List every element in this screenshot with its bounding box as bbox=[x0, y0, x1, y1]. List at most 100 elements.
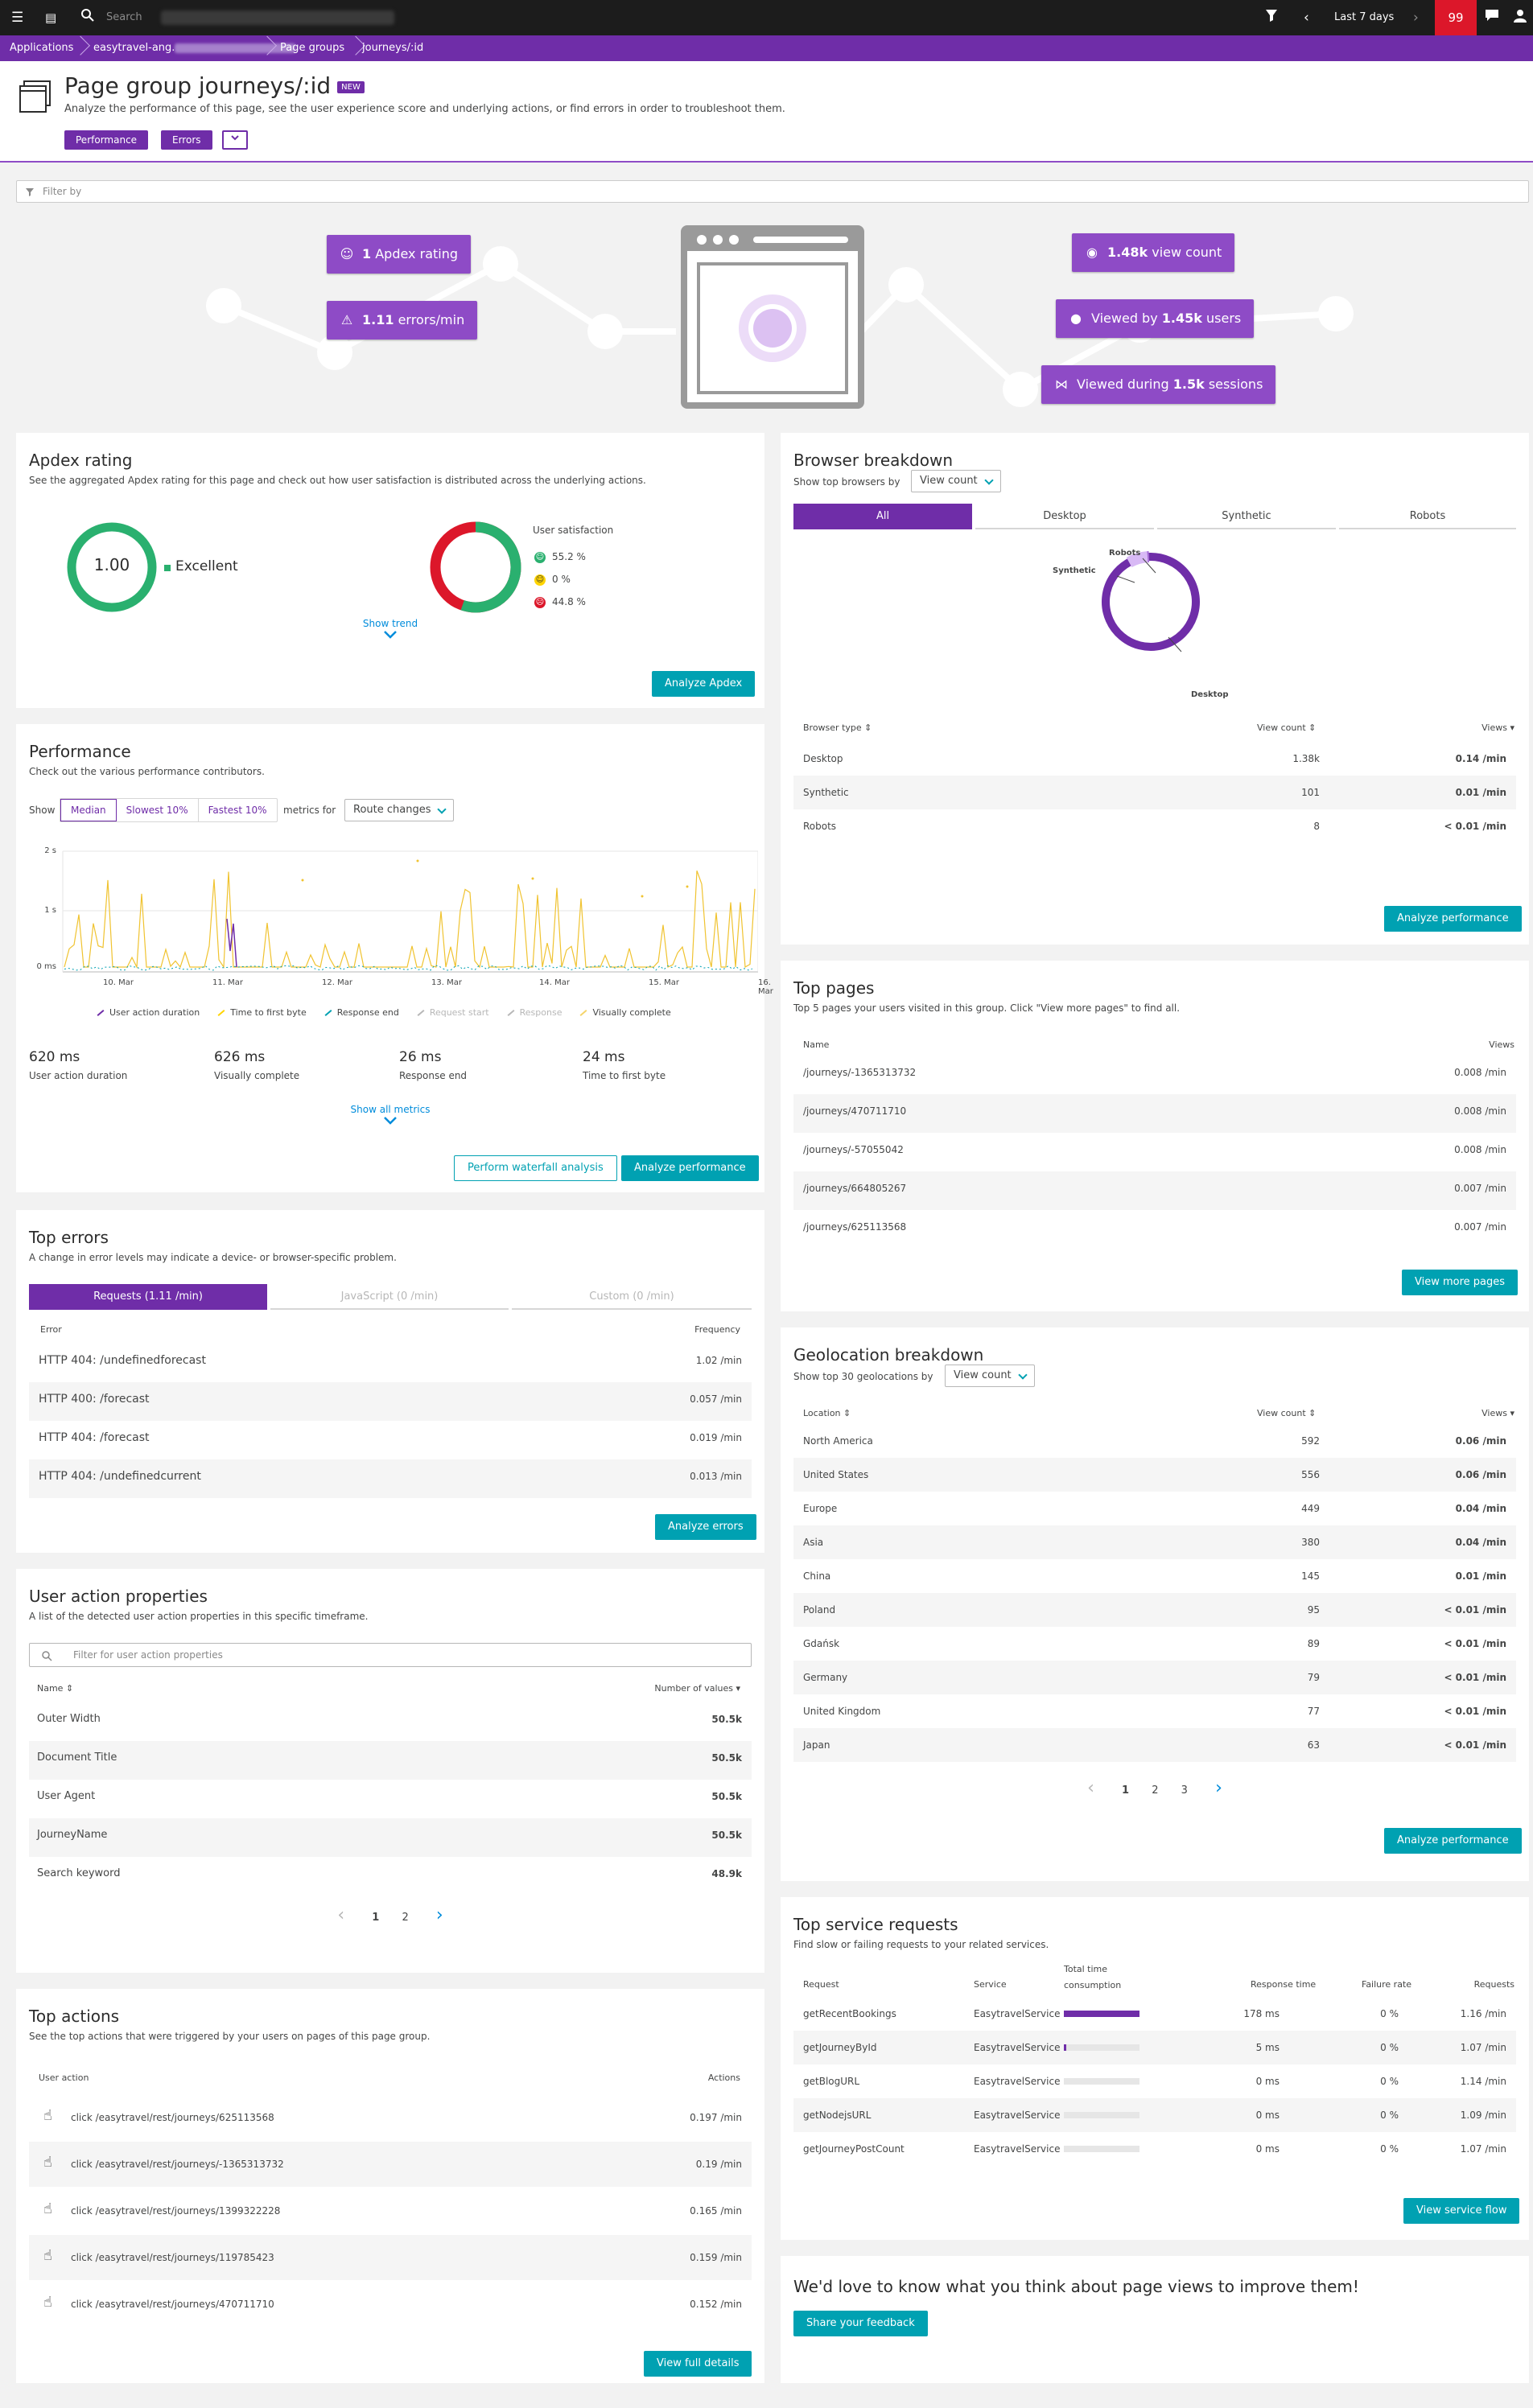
column-header-browser-type[interactable]: Browser type ⇕ bbox=[803, 722, 872, 733]
geo-metric-dropdown[interactable]: View count bbox=[945, 1365, 1035, 1387]
page-2[interactable]: 2 bbox=[402, 1912, 409, 1924]
show-all-metrics-link[interactable]: Show all metrics bbox=[16, 1104, 764, 1129]
timeframe-selector[interactable]: Last 7 days bbox=[1334, 11, 1395, 23]
analyze-geo-performance-button[interactable]: Analyze performance bbox=[1384, 1828, 1522, 1854]
view-full-details-button[interactable]: View full details bbox=[644, 2351, 752, 2377]
action-type-dropdown[interactable]: Route changes bbox=[344, 799, 455, 821]
legend-item[interactable]: User action duration bbox=[97, 1007, 200, 1018]
service-link[interactable]: EasytravelService bbox=[974, 2076, 1061, 2087]
request-link[interactable]: getJourneyPostCount bbox=[803, 2143, 905, 2155]
column-header-location[interactable]: Location ⇕ bbox=[803, 1408, 851, 1418]
tab-requests[interactable]: Requests (1.11 /min) bbox=[29, 1284, 267, 1310]
user-icon[interactable] bbox=[1513, 8, 1527, 28]
page-link[interactable]: /journeys/664805267 bbox=[803, 1183, 907, 1194]
page-link[interactable]: /journeys/-1365313732 bbox=[803, 1067, 917, 1078]
pagination-prev-icon[interactable]: ‹ bbox=[337, 1905, 345, 1925]
column-header-views[interactable]: Views ▾ bbox=[1481, 1408, 1514, 1418]
browser-breakdown-card: Browser breakdown Show top browsers by V… bbox=[781, 433, 1529, 945]
filter-bar[interactable]: Filter by bbox=[16, 180, 1529, 203]
column-header-view-count[interactable]: View count ⇕ bbox=[1257, 722, 1317, 733]
browser-metric-dropdown[interactable]: View count bbox=[911, 470, 1001, 492]
request-link[interactable]: getNodejsURL bbox=[803, 2110, 872, 2121]
chevron-right-icon[interactable]: › bbox=[1413, 10, 1419, 26]
segment-fastest[interactable]: Fastest 10% bbox=[208, 805, 267, 816]
page-1[interactable]: 1 bbox=[372, 1912, 380, 1924]
dashboard-icon[interactable]: ▤ bbox=[45, 10, 57, 25]
request-link[interactable]: getBlogURL bbox=[803, 2076, 860, 2087]
analyze-apdex-button[interactable]: Analyze Apdex bbox=[652, 671, 756, 697]
legend-item[interactable]: Response bbox=[507, 1007, 562, 1018]
tab-javascript[interactable]: JavaScript (0 /min) bbox=[270, 1284, 509, 1310]
share-feedback-button[interactable]: Share your feedback bbox=[793, 2311, 928, 2336]
user-action-link[interactable]: click /easytravel/rest/journeys/13993222… bbox=[71, 2205, 281, 2217]
user-action-link[interactable]: click /easytravel/rest/journeys/62511356… bbox=[71, 2112, 274, 2123]
request-link[interactable]: getRecentBookings bbox=[803, 2008, 896, 2019]
service-link[interactable]: EasytravelService bbox=[974, 2110, 1061, 2121]
service-link[interactable]: EasytravelService bbox=[974, 2042, 1061, 2053]
tag-errors[interactable]: Errors bbox=[161, 130, 212, 150]
waterfall-analysis-button[interactable]: Perform waterfall analysis bbox=[454, 1155, 617, 1181]
breadcrumb-applications[interactable]: Applications bbox=[10, 42, 74, 54]
legend-item[interactable]: Request start bbox=[417, 1007, 489, 1018]
show-trend-link[interactable]: Show trend bbox=[16, 618, 764, 643]
segment-slowest[interactable]: Slowest 10% bbox=[117, 799, 199, 821]
tab-all[interactable]: All bbox=[793, 504, 972, 529]
service-requests-desc: Find slow or failing requests to your re… bbox=[793, 1939, 1049, 1950]
pagination-next-icon[interactable]: › bbox=[435, 1905, 443, 1925]
service-link[interactable]: EasytravelService bbox=[974, 2008, 1061, 2019]
view-service-flow-button[interactable]: View service flow bbox=[1403, 2198, 1520, 2224]
chevron-left-icon[interactable]: ‹ bbox=[1304, 10, 1309, 26]
view-more-pages-button[interactable]: View more pages bbox=[1402, 1270, 1519, 1295]
page-1[interactable]: 1 bbox=[1122, 1784, 1130, 1797]
property-name-link[interactable]: Outer Width bbox=[37, 1713, 101, 1725]
error-link[interactable]: HTTP 404: /forecast bbox=[39, 1431, 150, 1444]
request-link[interactable]: getJourneyById bbox=[803, 2042, 877, 2053]
tab-custom[interactable]: Custom (0 /min) bbox=[512, 1284, 752, 1310]
column-header-views[interactable]: Views ▾ bbox=[1481, 722, 1514, 733]
page-link[interactable]: /journeys/-57055042 bbox=[803, 1144, 904, 1155]
user-action-link[interactable]: click /easytravel/rest/journeys/-1365313… bbox=[71, 2159, 284, 2170]
error-link[interactable]: HTTP 404: /undefinedforecast bbox=[39, 1354, 206, 1367]
tag-performance[interactable]: Performance bbox=[64, 130, 149, 150]
pagination-next-icon[interactable]: › bbox=[1215, 1778, 1222, 1798]
tags-expand-button[interactable] bbox=[222, 130, 248, 150]
page-link[interactable]: /journeys/625113568 bbox=[803, 1221, 907, 1233]
pagination-prev-icon[interactable]: ‹ bbox=[1087, 1778, 1094, 1798]
breadcrumb-page-groups[interactable]: Page groups bbox=[280, 42, 345, 54]
legend-swatch bbox=[217, 1010, 225, 1016]
tab-synthetic[interactable]: Synthetic bbox=[1157, 504, 1336, 529]
menu-icon[interactable]: ☰ bbox=[11, 10, 24, 26]
user-action-link[interactable]: click /easytravel/rest/journeys/47071171… bbox=[71, 2299, 274, 2310]
user-action-link[interactable]: click /easytravel/rest/journeys/11978542… bbox=[71, 2252, 274, 2263]
column-header-values[interactable]: Number of values ▾ bbox=[654, 1683, 740, 1694]
column-header-view-count[interactable]: View count ⇕ bbox=[1257, 1408, 1317, 1418]
tab-robots[interactable]: Robots bbox=[1339, 504, 1516, 529]
search-icon[interactable] bbox=[80, 8, 95, 28]
analyze-errors-button[interactable]: Analyze errors bbox=[655, 1514, 756, 1540]
error-link[interactable]: HTTP 400: /forecast bbox=[39, 1393, 150, 1406]
chat-icon[interactable] bbox=[1484, 8, 1500, 28]
legend-item[interactable]: Response end bbox=[324, 1007, 399, 1018]
property-name-link[interactable]: User Agent bbox=[37, 1790, 96, 1802]
table-row: getJourneyById EasytravelService 5 ms 0 % 1.… bbox=[793, 2031, 1516, 2064]
tab-desktop[interactable]: Desktop bbox=[975, 504, 1154, 529]
page-3[interactable]: 3 bbox=[1181, 1784, 1188, 1797]
filter-icon[interactable] bbox=[1265, 8, 1278, 28]
property-name-link[interactable]: JourneyName bbox=[37, 1829, 108, 1841]
analyze-browser-performance-button[interactable]: Analyze performance bbox=[1384, 906, 1522, 932]
page-link[interactable]: /journeys/470711710 bbox=[803, 1105, 907, 1117]
error-link[interactable]: HTTP 404: /undefinedcurrent bbox=[39, 1470, 201, 1483]
uap-filter-input[interactable]: Filter for user action properties bbox=[29, 1643, 752, 1667]
search-input[interactable]: Search bbox=[106, 11, 142, 23]
analyze-performance-button[interactable]: Analyze performance bbox=[621, 1155, 759, 1181]
property-name-link[interactable]: Document Title bbox=[37, 1751, 117, 1764]
uap-pagination: ‹ 1 2 › bbox=[16, 1905, 764, 1925]
property-name-link[interactable]: Search keyword bbox=[37, 1867, 121, 1879]
column-header-name[interactable]: Name ⇕ bbox=[37, 1683, 74, 1694]
legend-item[interactable]: Visually complete bbox=[579, 1007, 671, 1018]
page-2[interactable]: 2 bbox=[1152, 1784, 1159, 1797]
problems-badge[interactable]: 99 bbox=[1435, 0, 1477, 35]
service-link[interactable]: EasytravelService bbox=[974, 2143, 1061, 2155]
legend-item[interactable]: Time to first byte bbox=[217, 1007, 307, 1018]
segment-median[interactable]: Median bbox=[60, 799, 117, 821]
